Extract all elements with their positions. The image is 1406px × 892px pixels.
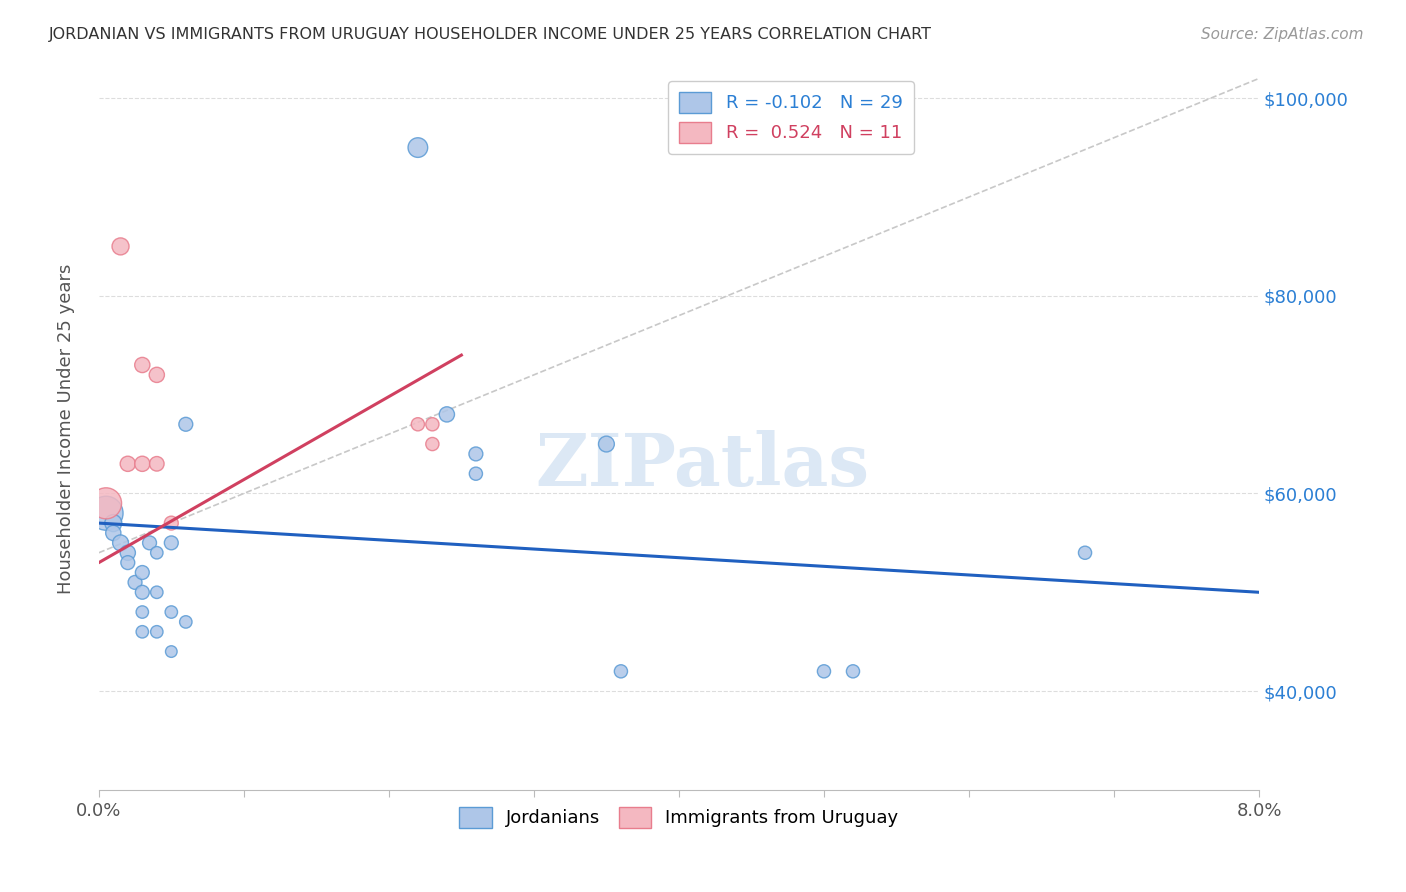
Point bbox=[595, 437, 617, 451]
Point bbox=[464, 467, 486, 481]
Point bbox=[436, 408, 458, 422]
Point bbox=[422, 437, 444, 451]
Point bbox=[146, 457, 169, 471]
Point bbox=[610, 665, 633, 679]
Point bbox=[131, 358, 153, 372]
Point bbox=[124, 575, 146, 590]
Point bbox=[131, 585, 153, 599]
Point bbox=[138, 536, 160, 550]
Point bbox=[464, 447, 486, 461]
Point bbox=[160, 536, 183, 550]
Point bbox=[1074, 546, 1097, 560]
Point bbox=[160, 644, 183, 658]
Point bbox=[174, 417, 197, 432]
Point bbox=[146, 546, 169, 560]
Text: Source: ZipAtlas.com: Source: ZipAtlas.com bbox=[1201, 27, 1364, 42]
Point bbox=[110, 536, 132, 550]
Text: JORDANIAN VS IMMIGRANTS FROM URUGUAY HOUSEHOLDER INCOME UNDER 25 YEARS CORRELATI: JORDANIAN VS IMMIGRANTS FROM URUGUAY HOU… bbox=[49, 27, 932, 42]
Text: ZIPatlas: ZIPatlas bbox=[536, 430, 869, 500]
Point bbox=[842, 665, 865, 679]
Point bbox=[406, 140, 429, 154]
Point bbox=[131, 624, 153, 639]
Point bbox=[406, 417, 429, 432]
Point bbox=[94, 496, 117, 510]
Point bbox=[813, 665, 835, 679]
Y-axis label: Householder Income Under 25 years: Householder Income Under 25 years bbox=[58, 264, 75, 594]
Point bbox=[117, 457, 139, 471]
Point bbox=[110, 239, 132, 253]
Point bbox=[94, 506, 117, 520]
Point bbox=[160, 516, 183, 530]
Point bbox=[103, 516, 125, 530]
Point bbox=[117, 556, 139, 570]
Point bbox=[146, 368, 169, 382]
Point bbox=[422, 417, 444, 432]
Point bbox=[160, 605, 183, 619]
Point bbox=[131, 566, 153, 580]
Point bbox=[146, 585, 169, 599]
Point bbox=[103, 526, 125, 541]
Legend: Jordanians, Immigrants from Uruguay: Jordanians, Immigrants from Uruguay bbox=[453, 800, 905, 835]
Point bbox=[146, 624, 169, 639]
Point bbox=[117, 546, 139, 560]
Point bbox=[131, 605, 153, 619]
Point bbox=[131, 457, 153, 471]
Point bbox=[174, 615, 197, 629]
